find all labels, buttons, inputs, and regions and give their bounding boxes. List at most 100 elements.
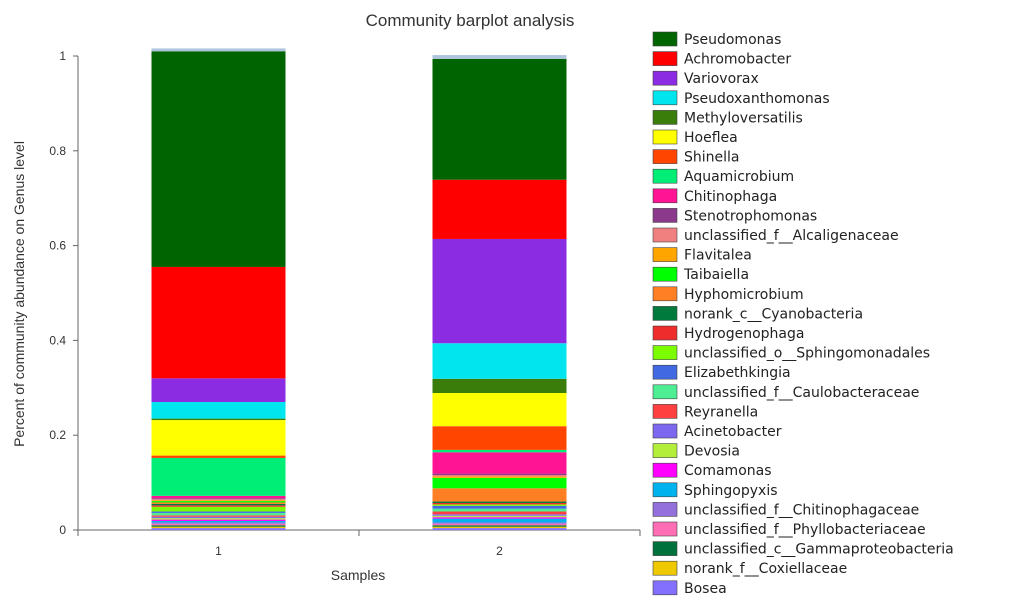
legend-label: Hyphomicrobium bbox=[684, 287, 804, 303]
bar-segment bbox=[432, 488, 567, 502]
bars bbox=[151, 48, 567, 530]
x-axis-label: Samples bbox=[331, 567, 385, 583]
x-tick-label: 2 bbox=[496, 544, 503, 558]
bar-segment bbox=[151, 500, 286, 502]
legend-label: unclassified_f__Chitinophagaceae bbox=[684, 502, 919, 518]
legend-swatch bbox=[652, 208, 678, 223]
bar-segment bbox=[432, 473, 567, 476]
legend: Pseudomonas Achromobacter Variovorax Pseudo… bbox=[652, 31, 954, 597]
x-tick-label: 1 bbox=[215, 544, 222, 558]
legend-label: norank_f__Coxiellaceae bbox=[684, 561, 847, 577]
legend-label: Reyranella bbox=[684, 404, 758, 420]
legend-label: Pseudoxanthomonas bbox=[684, 91, 830, 107]
bar-segment bbox=[151, 520, 286, 523]
bar-segment bbox=[432, 505, 567, 509]
legend-label: unclassified_f__Caulobacteraceae bbox=[684, 385, 919, 401]
legend-label: Chitinophaga bbox=[684, 189, 777, 205]
bar-segment bbox=[432, 343, 567, 379]
legend-swatch bbox=[652, 423, 678, 439]
bar-segment bbox=[432, 426, 567, 450]
legend-label: Achromobacter bbox=[684, 52, 791, 68]
bar-segment bbox=[432, 378, 567, 394]
legend-swatch bbox=[652, 384, 678, 400]
y-tick-label: 1 bbox=[59, 49, 66, 63]
bar-segment bbox=[432, 514, 567, 516]
y-tick-label: 0 bbox=[59, 523, 66, 537]
bar-segment bbox=[432, 518, 567, 523]
legend-swatch bbox=[652, 286, 678, 302]
legend-label: Devosia bbox=[684, 444, 740, 460]
bar-segment bbox=[151, 48, 286, 52]
y-axis-label: Percent of community abundance on Genus … bbox=[11, 141, 27, 447]
legend-label: unclassified_o__Sphingomonadales bbox=[684, 346, 930, 362]
bar-segment bbox=[432, 393, 567, 427]
legend-swatch bbox=[652, 90, 678, 106]
y-tick-label: 0.4 bbox=[49, 333, 66, 347]
legend-swatch bbox=[652, 70, 678, 86]
legend-swatch bbox=[652, 482, 678, 498]
bar-segment bbox=[151, 518, 286, 520]
bar-segment bbox=[151, 523, 286, 526]
legend-label: Hoeflea bbox=[684, 130, 738, 146]
bar-segment bbox=[432, 58, 567, 180]
bar-segment bbox=[432, 517, 567, 519]
legend-swatch bbox=[652, 404, 678, 419]
legend-swatch bbox=[652, 325, 678, 341]
legend-label: unclassified_f__Alcaligenaceae bbox=[684, 228, 899, 244]
bar-segment bbox=[432, 525, 567, 527]
bar-segment bbox=[151, 515, 286, 517]
y-tick-label: 0.6 bbox=[49, 239, 66, 253]
legend-swatch bbox=[652, 188, 678, 204]
legend-label: Stenotrophomonas bbox=[684, 208, 817, 224]
bar-segment bbox=[432, 452, 567, 474]
bar-segment bbox=[151, 526, 286, 529]
bar-segment bbox=[432, 55, 567, 59]
legend-label: Acinetobacter bbox=[684, 424, 782, 440]
legend-swatch bbox=[652, 521, 678, 537]
legend-label: norank_c__Cyanobacteria bbox=[684, 306, 863, 322]
bar-segment bbox=[151, 457, 286, 496]
legend-swatch bbox=[652, 560, 678, 576]
legend-swatch bbox=[652, 443, 678, 458]
bar-segment bbox=[151, 503, 286, 506]
bar-segment bbox=[432, 523, 567, 526]
legend-label: Hydrogenophaga bbox=[684, 326, 804, 342]
bar-segment bbox=[151, 516, 286, 519]
legend-swatch bbox=[652, 149, 678, 164]
legend-swatch bbox=[652, 364, 678, 380]
bar-segment bbox=[432, 515, 567, 518]
bar-segment bbox=[432, 475, 567, 477]
bar-segment bbox=[432, 238, 567, 344]
bar-segment bbox=[151, 519, 286, 521]
bar-segment bbox=[151, 495, 286, 499]
y-tick-label: 0.2 bbox=[49, 428, 66, 442]
legend-label: Shinella bbox=[684, 150, 740, 166]
legend-swatch bbox=[652, 306, 678, 321]
legend-swatch bbox=[652, 31, 678, 47]
legend-swatch bbox=[652, 227, 678, 243]
legend-swatch bbox=[652, 345, 678, 360]
bar-segment bbox=[151, 522, 286, 524]
legend-swatch bbox=[652, 266, 678, 282]
bar-segment bbox=[151, 51, 286, 267]
bar-segment bbox=[432, 522, 567, 524]
legend-swatch bbox=[652, 580, 678, 596]
legend-swatch bbox=[652, 51, 678, 66]
legend-label: Aquamicrobium bbox=[684, 169, 794, 185]
bar-segment bbox=[432, 511, 567, 515]
legend-swatch bbox=[652, 110, 678, 125]
bar-segment bbox=[432, 508, 567, 512]
legend-swatch bbox=[652, 247, 678, 262]
bar-segment bbox=[151, 499, 286, 501]
legend-label: Elizabethkingia bbox=[684, 365, 791, 381]
bar-segment bbox=[432, 477, 567, 489]
legend-swatch bbox=[652, 129, 678, 145]
bar-segment bbox=[151, 378, 286, 403]
bar-segment bbox=[432, 526, 567, 529]
chart-title: Community barplot analysis bbox=[366, 11, 575, 30]
bar-segment bbox=[151, 512, 286, 516]
bar-segment bbox=[151, 420, 286, 456]
bar-segment bbox=[151, 418, 286, 421]
